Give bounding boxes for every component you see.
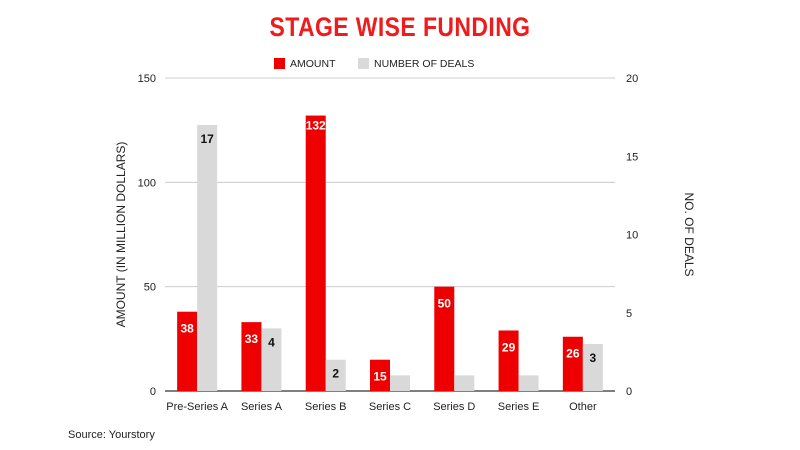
deals-data-label: 4 [268, 335, 275, 349]
y2-axis-title: NO. OF DEALS [682, 192, 696, 276]
x-tick-label: Series B [305, 401, 347, 413]
deals-bar [518, 375, 539, 391]
amount-bar [370, 359, 390, 391]
chart-title: STAGE WISE FUNDING [269, 12, 531, 42]
y-tick-label: 150 [138, 73, 156, 85]
x-tick-label: Series E [498, 401, 540, 413]
y2-tick-label: 15 [626, 151, 638, 163]
y2-tick-label: 10 [626, 230, 638, 242]
deals-bar [325, 359, 346, 391]
y-tick-label: 100 [138, 177, 156, 189]
deals-data-label: 2 [332, 367, 339, 381]
y2-tick-label: 5 [626, 308, 632, 320]
amount-data-label: 33 [245, 332, 259, 346]
amount-data-label: 132 [306, 119, 326, 133]
deals-bar [390, 375, 410, 391]
amount-bar [434, 286, 455, 391]
deals-bar [582, 344, 603, 391]
amount-data-label: 15 [373, 370, 387, 384]
amount-bar [498, 330, 519, 391]
x-tick-label: Other [569, 401, 597, 413]
deals-bar [454, 375, 475, 391]
amount-data-label: 29 [502, 340, 516, 354]
legend-swatch [274, 58, 285, 69]
deals-bar [197, 124, 218, 391]
amount-bar [305, 115, 326, 391]
x-tick-label: Series A [241, 401, 283, 413]
y-tick-label: 0 [150, 386, 156, 398]
amount-bar [562, 336, 583, 391]
amount-data-label: 50 [438, 297, 452, 311]
deals-data-label: 17 [200, 132, 214, 146]
deals-bar [261, 328, 282, 391]
y2-tick-label: 20 [626, 73, 638, 85]
x-tick-label: Pre-Series A [166, 401, 228, 413]
legend-label: NUMBER OF DEALS [374, 58, 474, 70]
amount-bar [241, 322, 262, 391]
amount-data-label: 26 [566, 347, 580, 361]
y-tick-label: 50 [144, 282, 156, 294]
source-note: Source: Yourstory [68, 429, 155, 441]
x-tick-label: Series D [433, 401, 475, 413]
x-tick-label: Series C [369, 401, 411, 413]
legend-label: AMOUNT [290, 58, 336, 70]
amount-bar [177, 311, 198, 391]
y2-tick-label: 0 [626, 386, 632, 398]
deals-data-label: 3 [590, 351, 597, 365]
amount-data-label: 38 [180, 322, 194, 336]
y-axis-title: AMOUNT (IN MILLION DOLLARS) [114, 142, 128, 328]
legend-swatch [358, 58, 369, 69]
